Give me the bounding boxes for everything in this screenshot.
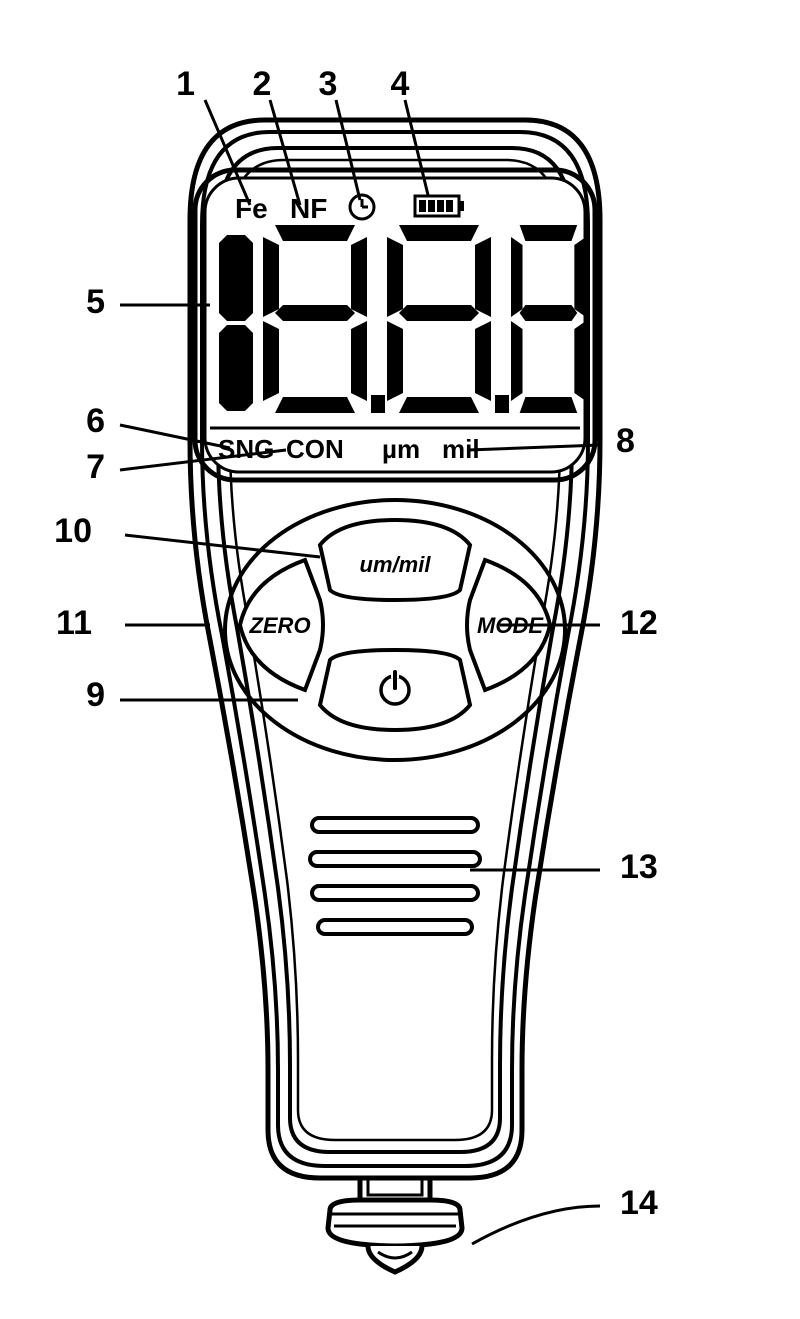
probe-tip — [328, 1178, 462, 1272]
lcd-con-label: CON — [286, 434, 344, 464]
lcd-um-label: µm — [382, 434, 420, 464]
lcd-nf-label: NF — [290, 193, 327, 224]
callout-10: 10 — [54, 512, 92, 550]
zero-button-label: ZERO — [248, 613, 310, 638]
callout-4: 4 — [391, 65, 410, 103]
callout-12: 12 — [620, 604, 658, 642]
callout-9: 9 — [86, 676, 105, 714]
callout-14: 14 — [620, 1184, 658, 1222]
callout-2: 2 — [253, 65, 272, 103]
callout-7: 7 — [86, 448, 105, 486]
grip-slots — [310, 818, 480, 934]
lcd-screen: Fe NF — [195, 170, 595, 480]
button-panel: um/mil ZERO MODE — [225, 500, 565, 760]
lcd-fe-label: Fe — [235, 193, 268, 224]
zero-button[interactable]: ZERO — [240, 560, 323, 690]
callout-1: 1 — [176, 65, 195, 103]
ummil-button[interactable]: um/mil — [320, 520, 470, 600]
callout-13: 13 — [620, 848, 658, 886]
device-diagram: Fe NF — [0, 0, 800, 1319]
lcd-sng-label: SNG — [218, 434, 274, 464]
callout-11: 11 — [56, 604, 92, 642]
ummil-button-label: um/mil — [360, 552, 432, 577]
callout-6: 6 — [86, 402, 105, 440]
callout-8: 8 — [616, 422, 635, 460]
callout-3: 3 — [319, 65, 338, 103]
callout-line-14 — [472, 1206, 600, 1244]
power-button[interactable] — [320, 650, 470, 730]
callout-5: 5 — [86, 283, 105, 321]
